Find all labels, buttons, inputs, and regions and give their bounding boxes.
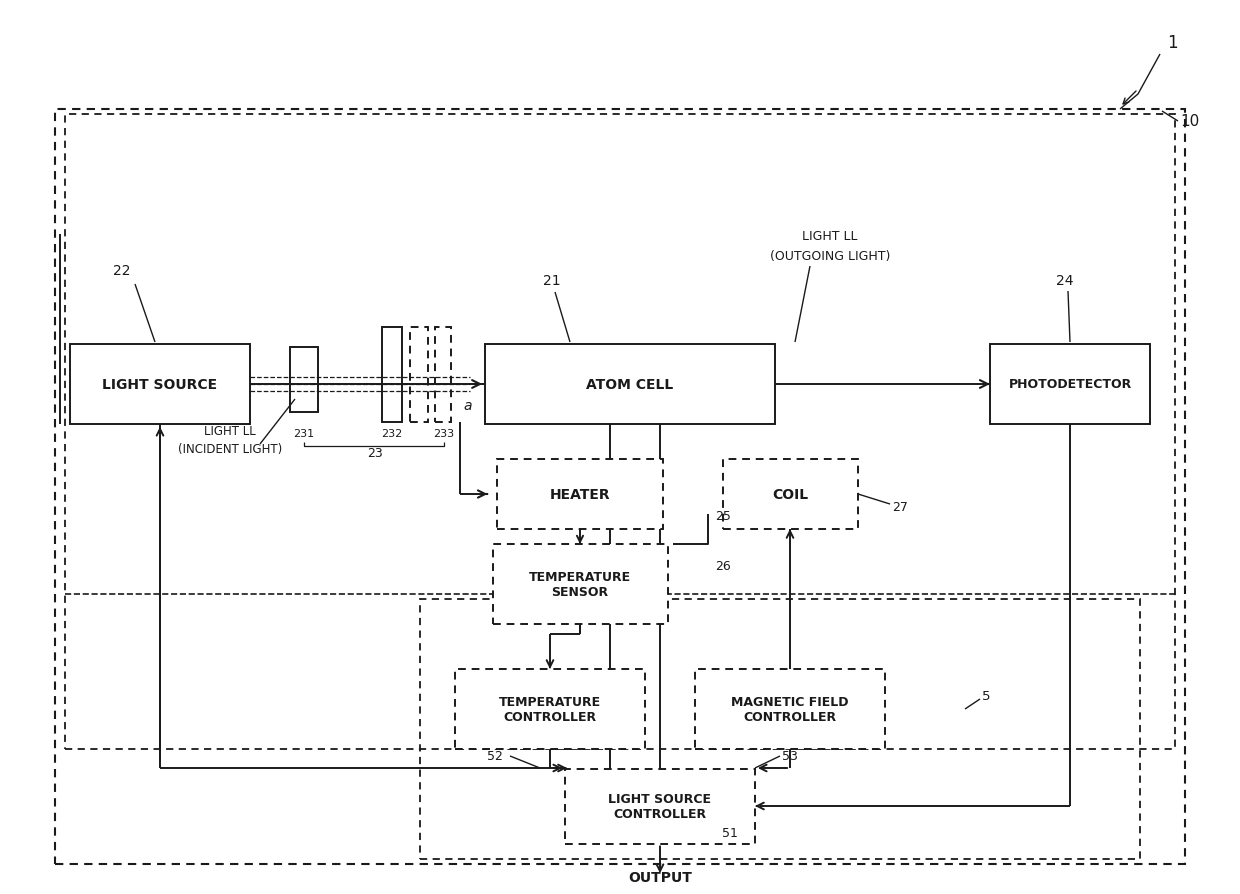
FancyBboxPatch shape [410,327,428,423]
Text: 53: 53 [782,749,797,763]
Text: LIGHT SOURCE: LIGHT SOURCE [103,377,217,392]
FancyBboxPatch shape [69,344,250,425]
FancyBboxPatch shape [565,769,755,844]
Text: 27: 27 [892,501,908,513]
Text: 24: 24 [1056,274,1074,288]
Text: TEMPERATURE
SENSOR: TEMPERATURE SENSOR [529,570,631,598]
Text: 25: 25 [715,510,730,522]
Text: 26: 26 [715,560,730,572]
Text: LIGHT SOURCE
CONTROLLER: LIGHT SOURCE CONTROLLER [609,792,712,820]
Text: HEATER: HEATER [549,487,610,502]
Text: (OUTGOING LIGHT): (OUTGOING LIGHT) [770,249,890,263]
FancyBboxPatch shape [435,327,451,423]
FancyBboxPatch shape [723,460,858,529]
FancyBboxPatch shape [990,344,1149,425]
Text: MAGNETIC FIELD
CONTROLLER: MAGNETIC FIELD CONTROLLER [732,696,848,723]
Text: a: a [464,399,472,412]
FancyBboxPatch shape [497,460,662,529]
Text: COIL: COIL [773,487,808,502]
Text: LIGHT LL: LIGHT LL [802,230,858,243]
FancyBboxPatch shape [290,348,317,412]
FancyBboxPatch shape [485,344,775,425]
Text: 233: 233 [434,428,455,439]
Text: TEMPERATURE
CONTROLLER: TEMPERATURE CONTROLLER [498,696,601,723]
Text: ATOM CELL: ATOM CELL [587,377,673,392]
Text: 52: 52 [487,749,503,763]
Text: 231: 231 [294,428,315,439]
Text: PHOTODETECTOR: PHOTODETECTOR [1008,378,1132,391]
Text: 5: 5 [982,689,991,702]
Text: 23: 23 [367,446,383,460]
Text: 10: 10 [1180,114,1199,130]
FancyBboxPatch shape [455,670,645,749]
FancyBboxPatch shape [694,670,885,749]
Text: (INCIDENT LIGHT): (INCIDENT LIGHT) [177,443,283,455]
Text: 1: 1 [1167,34,1177,52]
Text: 22: 22 [113,264,130,278]
Text: OUTPUT: OUTPUT [629,870,692,884]
FancyBboxPatch shape [382,327,402,423]
Text: 21: 21 [543,274,560,288]
Text: 232: 232 [382,428,403,439]
FancyBboxPatch shape [492,544,667,624]
Text: 51: 51 [722,826,738,839]
Text: LIGHT LL: LIGHT LL [205,425,255,437]
